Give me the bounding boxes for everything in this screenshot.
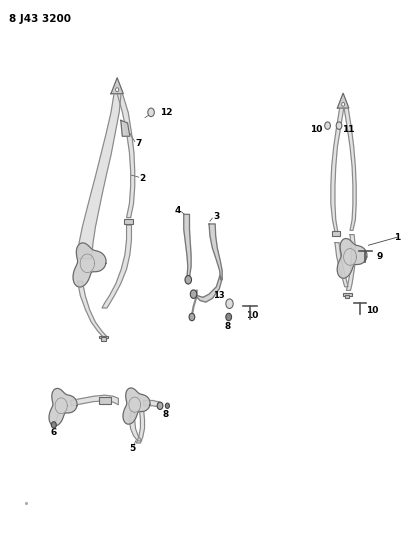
Polygon shape [117, 94, 135, 217]
Text: 1: 1 [393, 233, 399, 242]
Circle shape [189, 313, 194, 321]
Polygon shape [136, 411, 144, 443]
Text: 6: 6 [51, 428, 57, 437]
Text: 3: 3 [213, 212, 219, 221]
Polygon shape [330, 107, 343, 232]
Circle shape [165, 403, 169, 408]
Polygon shape [102, 225, 131, 308]
Text: 5: 5 [129, 444, 135, 453]
Text: 10: 10 [309, 125, 321, 134]
Polygon shape [209, 224, 222, 280]
Polygon shape [183, 214, 191, 277]
Text: 8: 8 [162, 410, 168, 419]
Circle shape [51, 422, 56, 428]
Polygon shape [77, 92, 121, 259]
Bar [99, 336, 108, 338]
Text: 8: 8 [224, 321, 230, 330]
Polygon shape [77, 281, 107, 337]
Text: 13: 13 [212, 291, 224, 300]
Text: 8 J43 3200: 8 J43 3200 [9, 14, 71, 24]
Polygon shape [334, 243, 347, 287]
Bar [101, 337, 106, 341]
Bar [124, 219, 133, 224]
Text: 11: 11 [342, 125, 354, 134]
Bar [342, 293, 351, 296]
Polygon shape [337, 239, 366, 278]
Polygon shape [337, 93, 348, 108]
Bar [99, 397, 110, 403]
Bar [344, 295, 348, 298]
Text: 10: 10 [366, 305, 378, 314]
Polygon shape [346, 235, 355, 290]
Polygon shape [73, 243, 106, 287]
Polygon shape [123, 388, 150, 424]
Polygon shape [343, 107, 355, 230]
Circle shape [184, 276, 191, 284]
Circle shape [324, 122, 330, 130]
Circle shape [190, 290, 196, 298]
Bar [331, 231, 339, 236]
Polygon shape [144, 400, 159, 407]
Polygon shape [121, 120, 130, 136]
Circle shape [157, 402, 162, 409]
Circle shape [225, 313, 231, 321]
Polygon shape [49, 389, 77, 426]
Circle shape [335, 122, 341, 130]
Circle shape [115, 88, 118, 92]
Text: 2: 2 [139, 174, 146, 183]
Text: 12: 12 [160, 108, 172, 117]
Text: 10: 10 [245, 311, 258, 320]
Circle shape [341, 102, 344, 106]
Circle shape [225, 299, 233, 309]
Polygon shape [129, 411, 142, 441]
Text: 4: 4 [174, 206, 180, 215]
Polygon shape [193, 276, 222, 302]
Text: 7: 7 [135, 139, 142, 148]
Circle shape [147, 108, 154, 117]
Polygon shape [71, 395, 118, 406]
Text: 9: 9 [376, 253, 382, 261]
Polygon shape [111, 78, 123, 94]
